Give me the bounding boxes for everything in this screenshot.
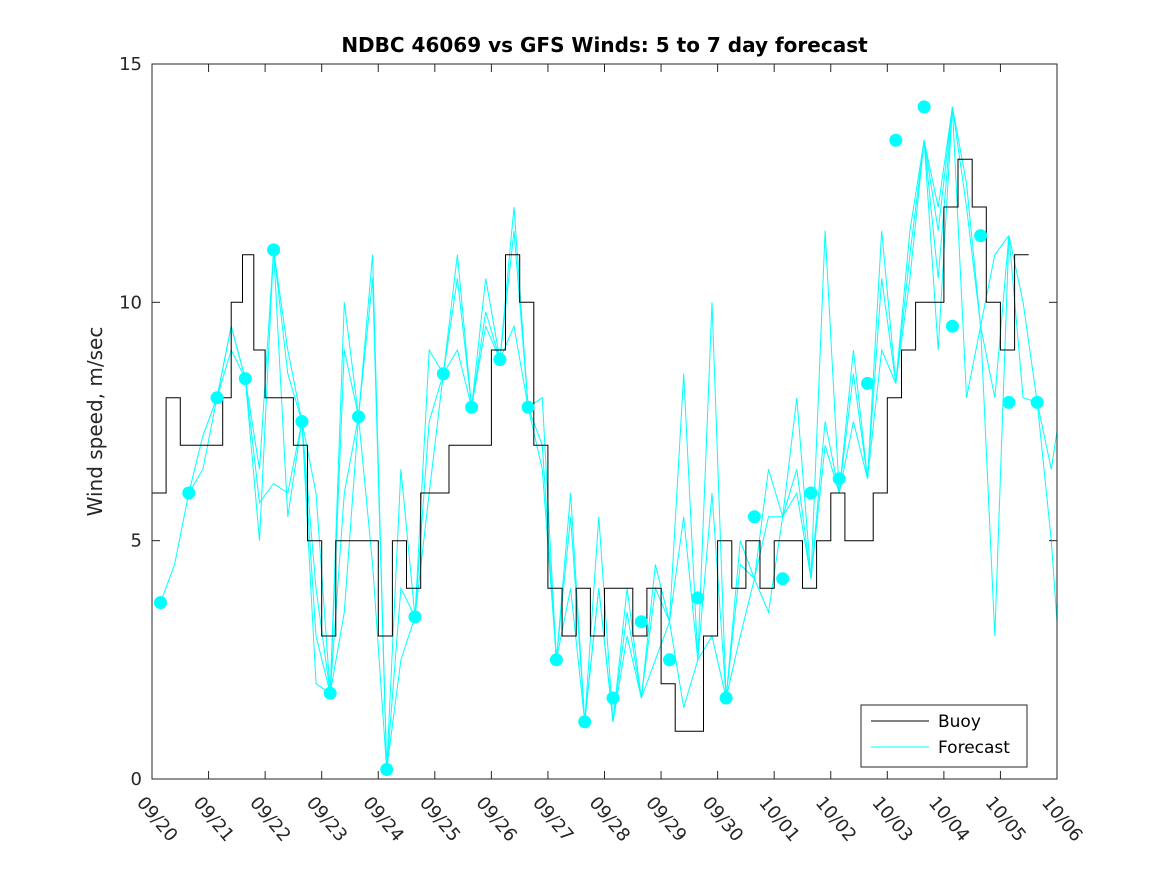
forecast-point [889, 133, 903, 147]
y-axis: 0 5 10 15 [119, 54, 1057, 790]
forecast-run-line [923, 106, 1058, 622]
chart-title: NDBC 46069 vs GFS Winds: 5 to 7 day fore… [341, 33, 868, 57]
forecast-point [436, 367, 450, 381]
y-axis-label: Wind speed, m/sec [83, 327, 107, 517]
forecast-point [804, 486, 818, 500]
forecast-point [747, 510, 761, 524]
forecast-point [776, 572, 790, 586]
y-tick-label: 5 [131, 531, 142, 552]
forecast-point [606, 691, 620, 705]
forecast-point [832, 472, 846, 486]
forecast-point [945, 319, 959, 333]
y-tick-label: 10 [119, 292, 142, 313]
buoy-line-group [152, 158, 1029, 732]
forecast-point [380, 763, 394, 776]
y-tick-label: 15 [119, 54, 142, 75]
buoy-line [152, 158, 1029, 732]
legend-box [860, 704, 1028, 768]
forecast-point [238, 372, 252, 386]
forecast-point [663, 653, 676, 667]
forecast-point [1030, 395, 1044, 409]
forecast-point [861, 376, 874, 390]
forecast-point [493, 353, 507, 366]
legend-buoy-label: Buoy [938, 712, 981, 732]
forecast-point [323, 686, 337, 700]
forecast-point [634, 615, 648, 629]
forecast-point [352, 410, 365, 424]
forecast-point [1002, 395, 1016, 409]
forecast-point [691, 591, 705, 605]
forecast-point [578, 715, 592, 729]
legend: Buoy Forecast [860, 704, 1028, 768]
forecast-point [210, 391, 224, 405]
forecast-point [465, 400, 479, 414]
y-tick-label: 0 [131, 769, 142, 790]
forecast-point [267, 243, 281, 257]
forecast-point [295, 415, 309, 428]
forecast-point [917, 100, 931, 114]
forecast-point [719, 691, 733, 705]
forecast-point [549, 653, 563, 667]
forecast-points [154, 100, 1044, 776]
forecast-point [974, 229, 988, 243]
forecast-point [182, 486, 196, 500]
forecast-point [154, 596, 167, 610]
forecast-point [521, 400, 535, 414]
legend-forecast-label: Forecast [938, 738, 1010, 758]
forecast-point [408, 610, 422, 624]
